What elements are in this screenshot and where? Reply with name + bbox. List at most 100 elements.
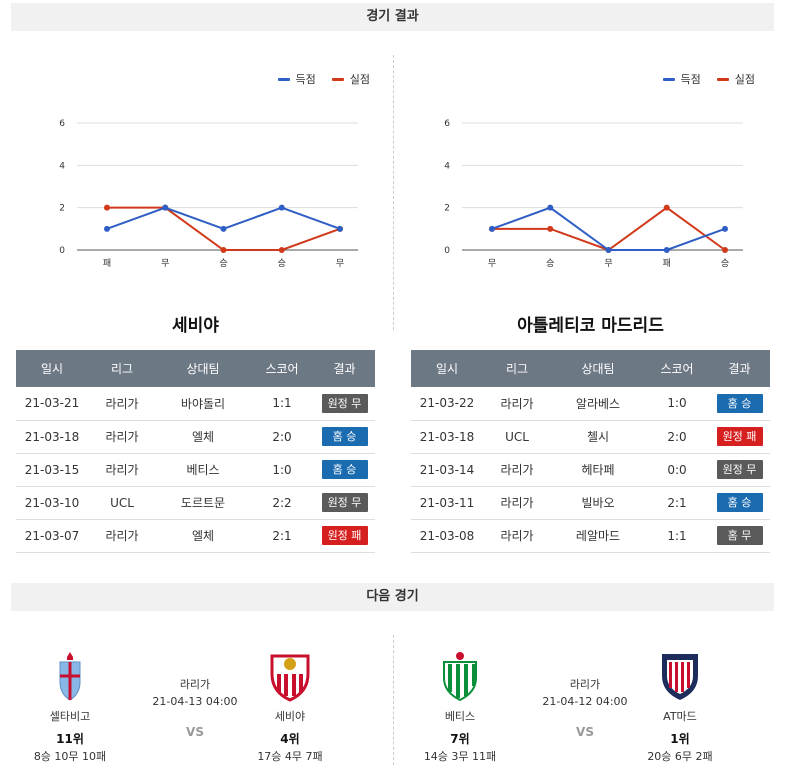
cell-league: 라리가: [483, 453, 551, 487]
header-league: 리그: [483, 350, 551, 387]
next-match-sevilla: 셀타비고 11위 8승 10무 10패 라리가 21-04-13 04:00 V…: [20, 650, 370, 763]
result-badge: 홈 승: [716, 493, 763, 512]
team-title-sevilla: 세비야: [172, 316, 219, 336]
result-badge: 홈 승: [321, 427, 368, 446]
table-row: 21-03-15 라리가 베티스 1:0 홈 승: [16, 453, 375, 487]
point-conceded: [547, 225, 554, 232]
cell-date: 21-03-10: [16, 486, 88, 520]
chart-legend: 득점 실점: [277, 71, 370, 87]
header-date: 일시: [16, 350, 88, 387]
cell-opponent: 엘체: [156, 420, 250, 454]
cell-result: 홈 승: [314, 420, 375, 454]
point-scored: [337, 225, 343, 232]
table-row: 21-03-21 라리가 바야돌리 1:1 원정 무: [16, 387, 375, 421]
y-tick-label: 4: [444, 161, 450, 171]
result-badge: 원정 무: [321, 393, 368, 413]
away-team-record: 17승 4무 7패: [257, 750, 323, 763]
y-tick-label: 6: [59, 119, 65, 129]
cell-date: 21-03-11: [411, 486, 483, 520]
cell-league: 라리가: [483, 486, 551, 520]
x-tick-label: 패: [103, 258, 111, 269]
cell-result: 홈 승: [709, 387, 770, 421]
point-scored: [547, 204, 554, 211]
table-row: 21-03-22 라리가 알라베스 1:0 홈 승: [411, 387, 770, 421]
header-opponent: 상대팀: [551, 350, 645, 387]
cell-score: 2:2: [250, 486, 314, 520]
cell-opponent: 도르트문: [156, 486, 250, 520]
line-chart-svg: 0 2 4 6 무 승 무 패 승: [444, 119, 743, 269]
column-divider: [393, 55, 394, 330]
x-tick-label: 승: [219, 258, 227, 269]
header-league: 리그: [88, 350, 156, 387]
cell-opponent: 헤타페: [551, 453, 645, 487]
cell-opponent: 베티스: [156, 453, 250, 487]
cell-opponent: 바야돌리: [156, 387, 250, 421]
x-tick-label: 무: [488, 258, 496, 269]
x-tick-label: 무: [161, 258, 169, 269]
cell-score: 1:1: [645, 519, 709, 553]
cell-league: 라리가: [88, 387, 156, 421]
table-header-row: 일시 리그 상대팀 스코어 결과: [411, 350, 770, 387]
result-badge: 원정 무: [716, 460, 763, 479]
celta-vigo-crest-icon: [59, 652, 81, 701]
legend-scored: 득점: [662, 71, 701, 87]
cell-result: 홈 승: [709, 486, 770, 520]
table-row: 21-03-14 라리가 헤타페 0:0 원정 무: [411, 453, 770, 487]
cell-result: 원정 패: [314, 519, 375, 553]
result-badge: 원정 무: [321, 493, 368, 512]
away-team[interactable]: 세비야 4위 17승 4무 7패: [240, 650, 340, 764]
chart-sevilla: 득점 실점 0 2 4 6 패 무 승 승 무: [20, 55, 390, 285]
cell-result: 홈 무: [709, 519, 770, 553]
away-team[interactable]: AT마드 1위 20승 6무 2패: [630, 650, 730, 764]
cell-score: 1:0: [645, 387, 709, 421]
away-team-rank: 1위: [670, 732, 690, 746]
cell-result: 원정 무: [314, 387, 375, 421]
vs-label: VS: [576, 725, 594, 739]
point-conceded: [722, 247, 728, 253]
table-row: 21-03-07 라리가 엘체 2:1 원정 패: [16, 519, 375, 553]
cell-result: 원정 무: [709, 453, 770, 487]
point-conceded: [278, 247, 285, 253]
legend-scored: 득점: [277, 71, 316, 87]
chart-legend: 득점 실점: [662, 71, 755, 87]
result-badge: 원정 패: [321, 526, 368, 545]
home-team-record: 8승 10무 10패: [33, 750, 107, 763]
header-result: 결과: [314, 350, 375, 387]
point-conceded: [220, 247, 227, 253]
match-info: 라리가 21-04-13 04:00: [135, 676, 255, 708]
cell-date: 21-03-18: [411, 420, 483, 454]
point-conceded: [104, 204, 110, 211]
away-team-name: AT마드: [663, 710, 697, 723]
y-tick-label: 2: [444, 204, 450, 214]
cell-score: 2:0: [645, 420, 709, 454]
legend-conceded: 실점: [716, 71, 755, 87]
y-tick-label: 0: [444, 246, 450, 256]
x-tick-label: 패: [663, 258, 671, 269]
home-team-name: 셀타비고: [49, 710, 91, 723]
cell-date: 21-03-18: [16, 420, 88, 454]
match-time: 21-04-12 04:00: [542, 695, 628, 708]
header-result: 결과: [709, 350, 770, 387]
table-row: 21-03-10 UCL 도르트문 2:2 원정 무: [16, 486, 375, 520]
cell-opponent: 첼시: [551, 420, 645, 454]
results-section-title: 경기 결과: [11, 3, 774, 31]
cell-opponent: 레알마드: [551, 519, 645, 553]
home-team[interactable]: 셀타비고 11위 8승 10무 10패: [20, 650, 120, 764]
cell-date: 21-03-08: [411, 519, 483, 553]
cell-league: 라리가: [88, 453, 156, 487]
cell-date: 21-03-21: [16, 387, 88, 421]
team-title-atletico: 아틀레티코 마드리드: [517, 316, 664, 336]
away-team-record: 20승 6무 2패: [647, 750, 713, 763]
y-tick-label: 2: [59, 204, 65, 214]
cell-league: UCL: [483, 420, 551, 454]
cell-date: 21-03-14: [411, 453, 483, 487]
cell-date: 21-03-22: [411, 387, 483, 421]
cell-opponent: 엘체: [156, 519, 250, 553]
home-team[interactable]: 베티스 7위 14승 3무 11패: [410, 650, 510, 764]
cell-result: 홈 승: [314, 453, 375, 487]
header-score: 스코어: [250, 350, 314, 387]
match-info: 라리가 21-04-12 04:00: [525, 676, 645, 708]
cell-result: 원정 패: [709, 420, 770, 454]
cell-date: 21-03-07: [16, 519, 88, 553]
